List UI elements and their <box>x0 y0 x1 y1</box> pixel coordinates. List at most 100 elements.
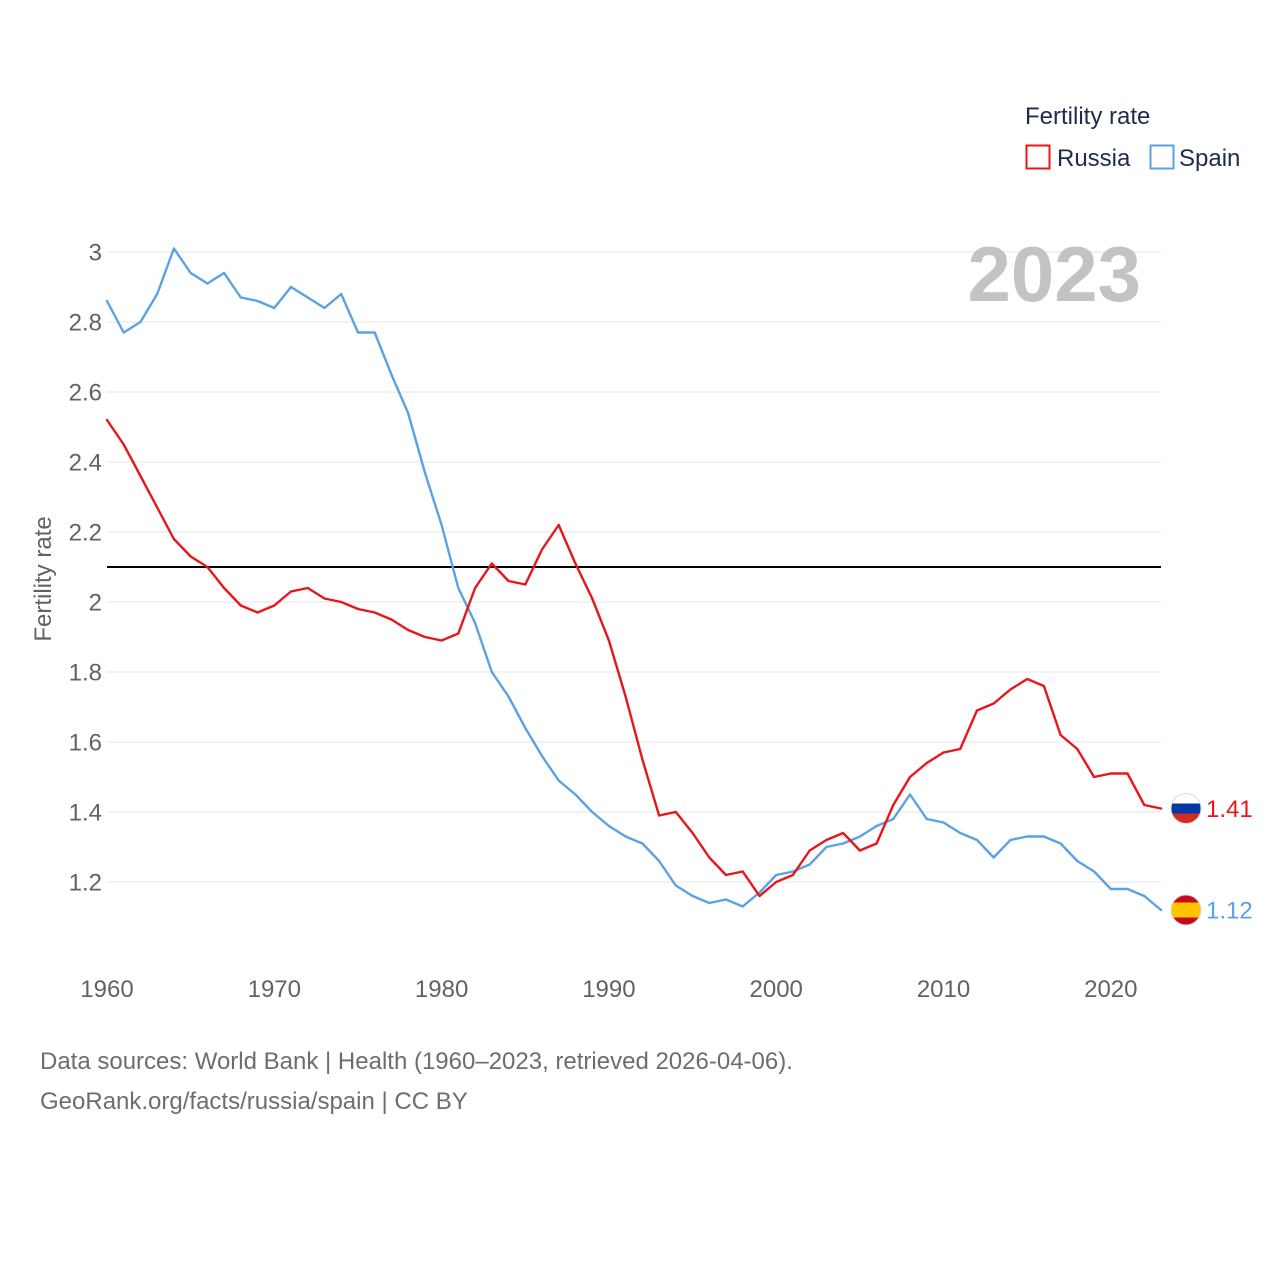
data-point-russia <box>791 873 795 877</box>
data-point-russia <box>1159 807 1163 810</box>
series-spain <box>105 247 1163 912</box>
data-point-spain <box>156 292 159 296</box>
data-point-russia <box>908 775 912 779</box>
legend-label-spain: Spain <box>1179 145 1240 172</box>
data-point-russia <box>808 849 811 852</box>
data-point-russia <box>457 632 460 635</box>
flag-stripe <box>1173 917 1199 925</box>
data-point-spain <box>975 838 979 842</box>
data-point-spain <box>122 331 125 334</box>
data-point-russia <box>1126 772 1129 775</box>
legend-swatch-russia <box>1025 144 1051 170</box>
data-point-russia <box>273 604 276 607</box>
data-point-russia <box>858 849 862 852</box>
data-point-russia <box>1026 677 1029 681</box>
data-point-spain <box>1042 835 1045 838</box>
data-point-russia <box>959 747 962 751</box>
legend-title: Fertility rate <box>1025 103 1150 130</box>
spain-flag-icon <box>1170 894 1202 926</box>
data-point-spain <box>624 835 627 838</box>
y-tick-label: 3 <box>89 239 102 266</box>
data-point-russia <box>658 814 661 817</box>
y-tick-label: 2.6 <box>69 379 102 406</box>
data-point-spain <box>356 331 360 334</box>
data-point-spain <box>992 856 995 859</box>
data-point-russia <box>474 586 477 590</box>
data-point-spain <box>942 821 945 824</box>
y-axis-ticks: 1.2 1.4 1.6 1.8 2 2.2 2.4 2.6 2.8 3 <box>69 239 102 896</box>
data-point-spain <box>390 373 393 376</box>
data-point-russia <box>323 597 326 600</box>
data-point-spain <box>1109 887 1112 891</box>
data-point-spain <box>206 282 209 285</box>
data-point-russia <box>172 537 175 541</box>
x-tick-label: 2010 <box>917 976 970 1003</box>
x-tick-label: 1990 <box>582 976 635 1003</box>
data-point-russia <box>992 702 995 705</box>
end-label-russia: 1.41 <box>1206 796 1253 823</box>
data-point-russia <box>256 611 259 614</box>
data-point-russia <box>139 474 142 478</box>
data-point-russia <box>156 506 159 509</box>
data-point-russia <box>574 562 577 565</box>
credit-note: GeoRank.org/facts/russia/spain | CC BY <box>40 1088 468 1115</box>
data-point-russia <box>641 758 644 761</box>
y-axis-label: Fertility rate <box>30 516 57 641</box>
data-point-spain <box>524 726 527 730</box>
data-point-russia <box>189 555 192 558</box>
data-point-spain <box>474 621 477 625</box>
data-point-russia <box>1076 747 1079 751</box>
data-point-spain <box>1159 908 1163 912</box>
data-point-spain <box>1076 859 1079 863</box>
data-point-russia <box>223 586 226 590</box>
y-tick-label: 2.2 <box>69 519 102 546</box>
data-point-russia <box>1109 772 1112 775</box>
end-label-spain: 1.12 <box>1206 897 1253 924</box>
x-tick-label: 1970 <box>248 976 301 1003</box>
data-point-spain <box>239 296 242 299</box>
data-point-russia <box>691 831 694 835</box>
data-point-spain <box>1126 887 1129 891</box>
data-point-spain <box>959 831 962 835</box>
data-point-russia <box>741 870 744 873</box>
data-point-spain <box>223 271 226 275</box>
y-tick-label: 2.4 <box>69 449 102 476</box>
data-point-spain <box>340 292 343 296</box>
data-point-russia <box>423 635 426 639</box>
data-point-spain <box>775 873 778 877</box>
data-point-spain <box>540 754 544 758</box>
x-tick-label: 1980 <box>415 976 468 1003</box>
data-point-spain <box>591 810 594 814</box>
x-tick-label: 2020 <box>1084 976 1137 1003</box>
x-tick-label: 1960 <box>80 976 133 1003</box>
data-point-russia <box>1042 684 1045 688</box>
data-point-russia <box>1059 733 1062 737</box>
flag-stripe <box>1171 902 1201 918</box>
x-tick-label: 2000 <box>750 976 803 1003</box>
data-point-spain <box>423 471 426 474</box>
data-point-spain <box>139 320 142 324</box>
series-end-markers: 1.12 1.41 <box>1170 793 1253 926</box>
data-point-spain <box>842 842 845 845</box>
data-point-spain <box>925 817 928 821</box>
legend-label-russia: Russia <box>1057 145 1131 172</box>
y-tick-label: 1.6 <box>69 729 102 756</box>
data-point-russia <box>289 590 293 593</box>
flag-outline <box>1170 793 1202 824</box>
data-point-spain <box>373 331 376 334</box>
data-point-russia <box>1093 775 1096 779</box>
data-point-spain <box>306 296 309 299</box>
flag-stripe <box>1171 793 1201 804</box>
data-point-russia <box>105 418 109 422</box>
legend: Fertility rate Russia Spain <box>1025 103 1240 172</box>
data-point-spain <box>791 870 795 873</box>
legend-item-spain: Spain <box>1149 144 1240 172</box>
data-point-spain <box>691 894 694 898</box>
russia-flag-icon <box>1170 793 1202 824</box>
data-point-spain <box>490 670 493 674</box>
data-point-spain <box>808 863 811 866</box>
flag-stripe <box>1171 803 1201 814</box>
data-point-spain <box>323 306 326 310</box>
series-russia <box>105 418 1163 898</box>
